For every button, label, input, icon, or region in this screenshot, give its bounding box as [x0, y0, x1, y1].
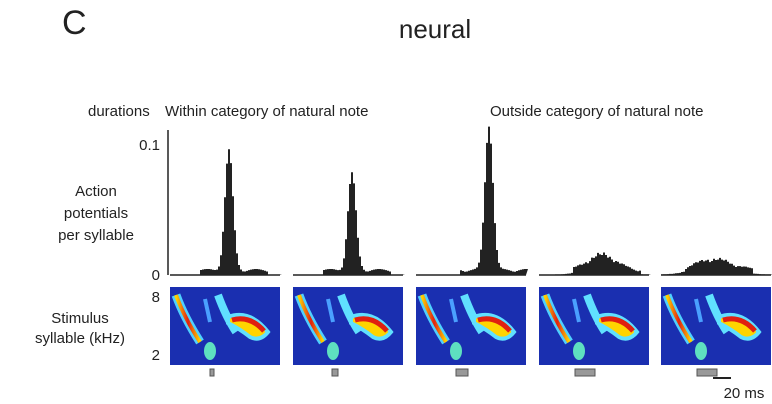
histogram: [293, 172, 405, 275]
histogram: [539, 253, 651, 275]
stim-label: Stimulus: [51, 310, 109, 327]
freq-tick-label: 8: [152, 289, 160, 306]
stim-label: syllable (kHz): [35, 330, 125, 347]
panel-label: C: [62, 4, 87, 42]
histogram: [416, 127, 528, 275]
stimulus-bar: [210, 369, 214, 376]
scale-label: 20 ms: [724, 385, 765, 402]
panel-title: neural: [399, 14, 471, 44]
stimulus-bar: [575, 369, 595, 376]
label: Within category of natural note: [165, 103, 368, 120]
spectrogram: [293, 287, 403, 365]
figure: C neural durations Within category of na…: [0, 0, 772, 404]
y-label: Action: [75, 183, 117, 200]
spectrogram: [539, 287, 649, 365]
spectrogram: [170, 287, 280, 365]
histogram: [661, 258, 772, 275]
histogram: [170, 149, 282, 275]
y-tick-label: 0: [152, 267, 160, 284]
y-label: potentials: [64, 205, 128, 222]
stimulus-bar: [332, 369, 338, 376]
stimulus-bar: [697, 369, 717, 376]
label: Outside category of natural note: [490, 103, 703, 120]
label: durations: [88, 103, 150, 120]
panels: [170, 127, 772, 376]
y-tick-label: 0.1: [139, 137, 160, 154]
freq-tick-label: 2: [152, 347, 160, 364]
spectrogram: [416, 287, 526, 365]
stimulus-bar: [456, 369, 468, 376]
y-label: per syllable: [58, 227, 134, 244]
spectrogram: [661, 287, 771, 365]
